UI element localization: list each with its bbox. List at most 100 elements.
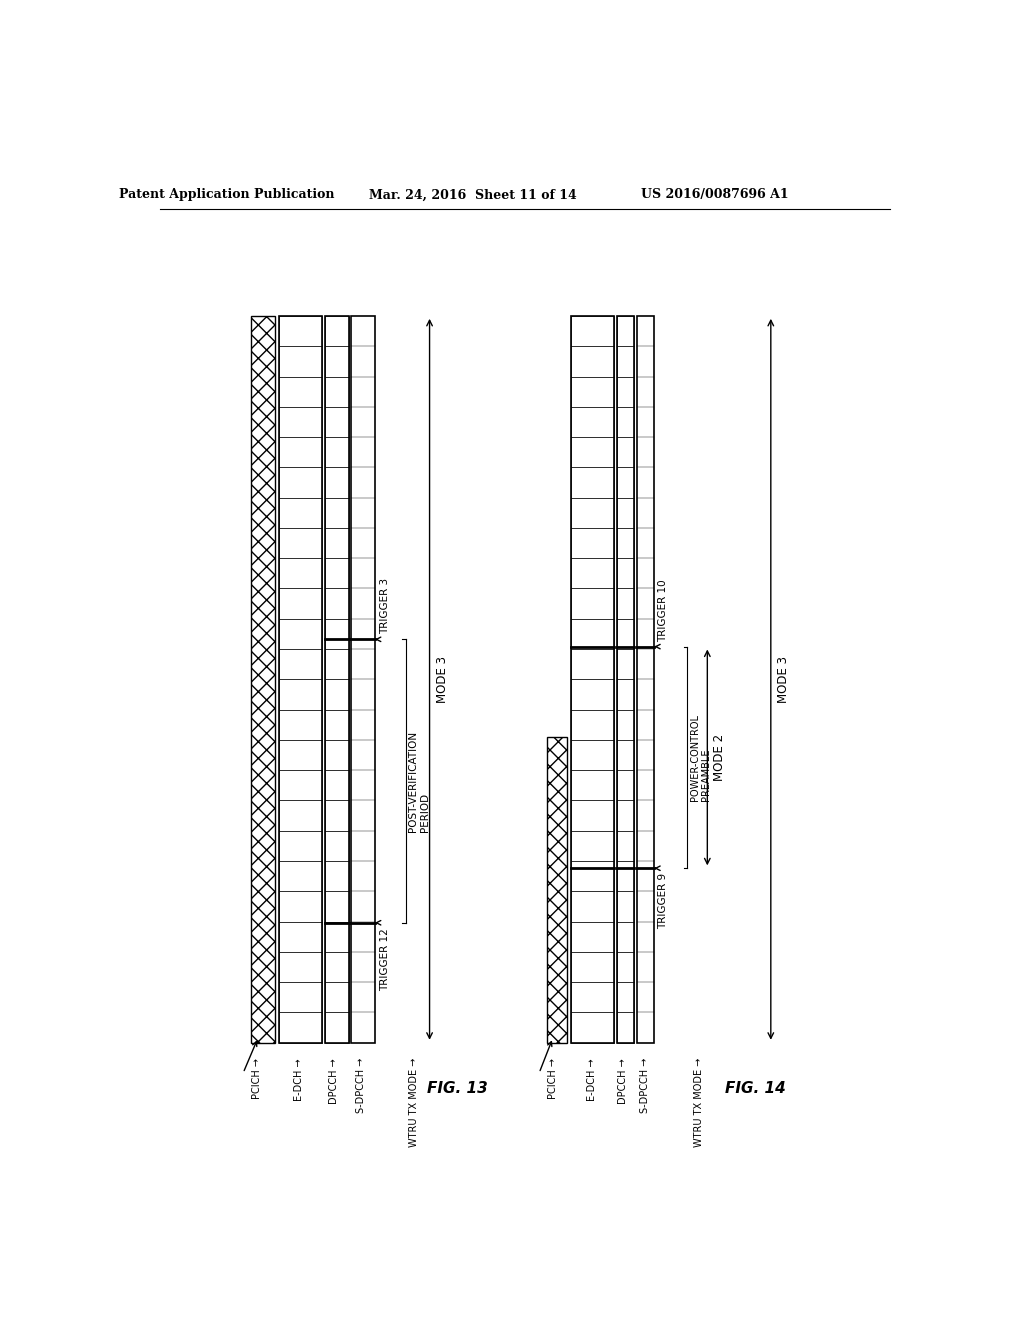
Bar	[279, 619, 323, 649]
Bar	[325, 498, 348, 528]
Bar	[279, 830, 323, 861]
Bar	[279, 741, 323, 770]
Bar	[616, 498, 634, 528]
Bar	[616, 680, 634, 710]
Bar	[570, 407, 614, 437]
Bar	[325, 407, 348, 437]
Bar	[616, 407, 634, 437]
Bar	[279, 315, 323, 346]
Bar	[616, 921, 634, 952]
Bar	[616, 1012, 634, 1043]
Bar	[279, 921, 323, 952]
Bar	[547, 738, 567, 1043]
Text: PCICH →: PCICH →	[548, 1057, 558, 1100]
Bar	[279, 800, 323, 830]
Text: MODE 3: MODE 3	[436, 656, 449, 702]
Bar	[616, 467, 634, 498]
Bar	[570, 589, 614, 619]
Bar	[570, 528, 614, 558]
Bar	[325, 861, 348, 891]
Bar	[616, 376, 634, 407]
Bar	[616, 346, 634, 376]
Text: US 2016/0087696 A1: US 2016/0087696 A1	[641, 189, 790, 202]
Bar	[616, 649, 634, 680]
Text: PCICH →: PCICH →	[252, 1057, 261, 1100]
Bar	[279, 407, 323, 437]
Bar	[325, 315, 348, 346]
Bar	[279, 861, 323, 891]
Bar	[279, 528, 323, 558]
Bar	[616, 558, 634, 589]
Bar	[616, 891, 634, 921]
Bar	[616, 861, 634, 891]
Bar	[325, 467, 348, 498]
Bar	[570, 921, 614, 952]
Bar	[616, 437, 634, 467]
Bar	[325, 710, 348, 741]
Text: POST-VERIFICATION
PERIOD: POST-VERIFICATION PERIOD	[409, 730, 430, 832]
Bar	[616, 619, 634, 649]
Bar	[279, 982, 323, 1012]
Bar	[570, 800, 614, 830]
Bar	[570, 952, 614, 982]
Bar	[616, 741, 634, 770]
Bar	[325, 528, 348, 558]
Bar	[616, 800, 634, 830]
Text: MODE 3: MODE 3	[777, 656, 791, 702]
Text: S-DPCCH →: S-DPCCH →	[640, 1057, 650, 1113]
Bar	[325, 1012, 348, 1043]
Bar	[279, 891, 323, 921]
Text: POWER-CONTROL
PREAMBLE: POWER-CONTROL PREAMBLE	[690, 714, 712, 801]
Bar	[325, 891, 348, 921]
Bar	[570, 861, 614, 891]
Bar	[616, 770, 634, 800]
Bar	[279, 346, 323, 376]
Text: E-DCH →: E-DCH →	[294, 1057, 304, 1101]
Bar	[616, 315, 634, 346]
Bar	[325, 982, 348, 1012]
Text: Mar. 24, 2016  Sheet 11 of 14: Mar. 24, 2016 Sheet 11 of 14	[370, 189, 578, 202]
Bar	[325, 376, 348, 407]
Bar	[570, 437, 614, 467]
Text: TRIGGER 3: TRIGGER 3	[380, 578, 389, 634]
Text: E-DCH →: E-DCH →	[587, 1057, 597, 1101]
Bar	[279, 770, 323, 800]
Bar	[616, 982, 634, 1012]
Text: MODE 2: MODE 2	[713, 734, 726, 781]
Bar	[637, 315, 654, 1043]
Bar	[325, 952, 348, 982]
Bar	[570, 346, 614, 376]
Bar	[325, 619, 348, 649]
Bar	[325, 921, 348, 952]
Bar	[279, 558, 323, 589]
Bar	[570, 558, 614, 589]
Bar	[570, 376, 614, 407]
Bar	[570, 770, 614, 800]
Bar	[351, 315, 375, 1043]
Bar	[325, 315, 348, 1043]
Bar	[279, 498, 323, 528]
Bar	[279, 467, 323, 498]
Bar	[570, 619, 614, 649]
Bar	[570, 1012, 614, 1043]
Bar	[279, 710, 323, 741]
Text: DPCCH →: DPCCH →	[618, 1057, 628, 1104]
Bar	[325, 680, 348, 710]
Bar	[325, 437, 348, 467]
Bar	[570, 830, 614, 861]
Bar	[570, 467, 614, 498]
Bar	[570, 498, 614, 528]
Bar	[325, 741, 348, 770]
Bar	[279, 589, 323, 619]
Text: S-DPCCH →: S-DPCCH →	[356, 1057, 367, 1113]
Bar	[325, 589, 348, 619]
Text: WTRU TX MODE →: WTRU TX MODE →	[694, 1057, 705, 1147]
Bar	[570, 649, 614, 680]
Bar	[325, 346, 348, 376]
Bar	[325, 649, 348, 680]
Text: FIG. 14: FIG. 14	[725, 1081, 785, 1096]
Bar	[616, 315, 634, 1043]
Text: FIG. 13: FIG. 13	[427, 1081, 487, 1096]
Bar	[279, 437, 323, 467]
Bar	[279, 649, 323, 680]
